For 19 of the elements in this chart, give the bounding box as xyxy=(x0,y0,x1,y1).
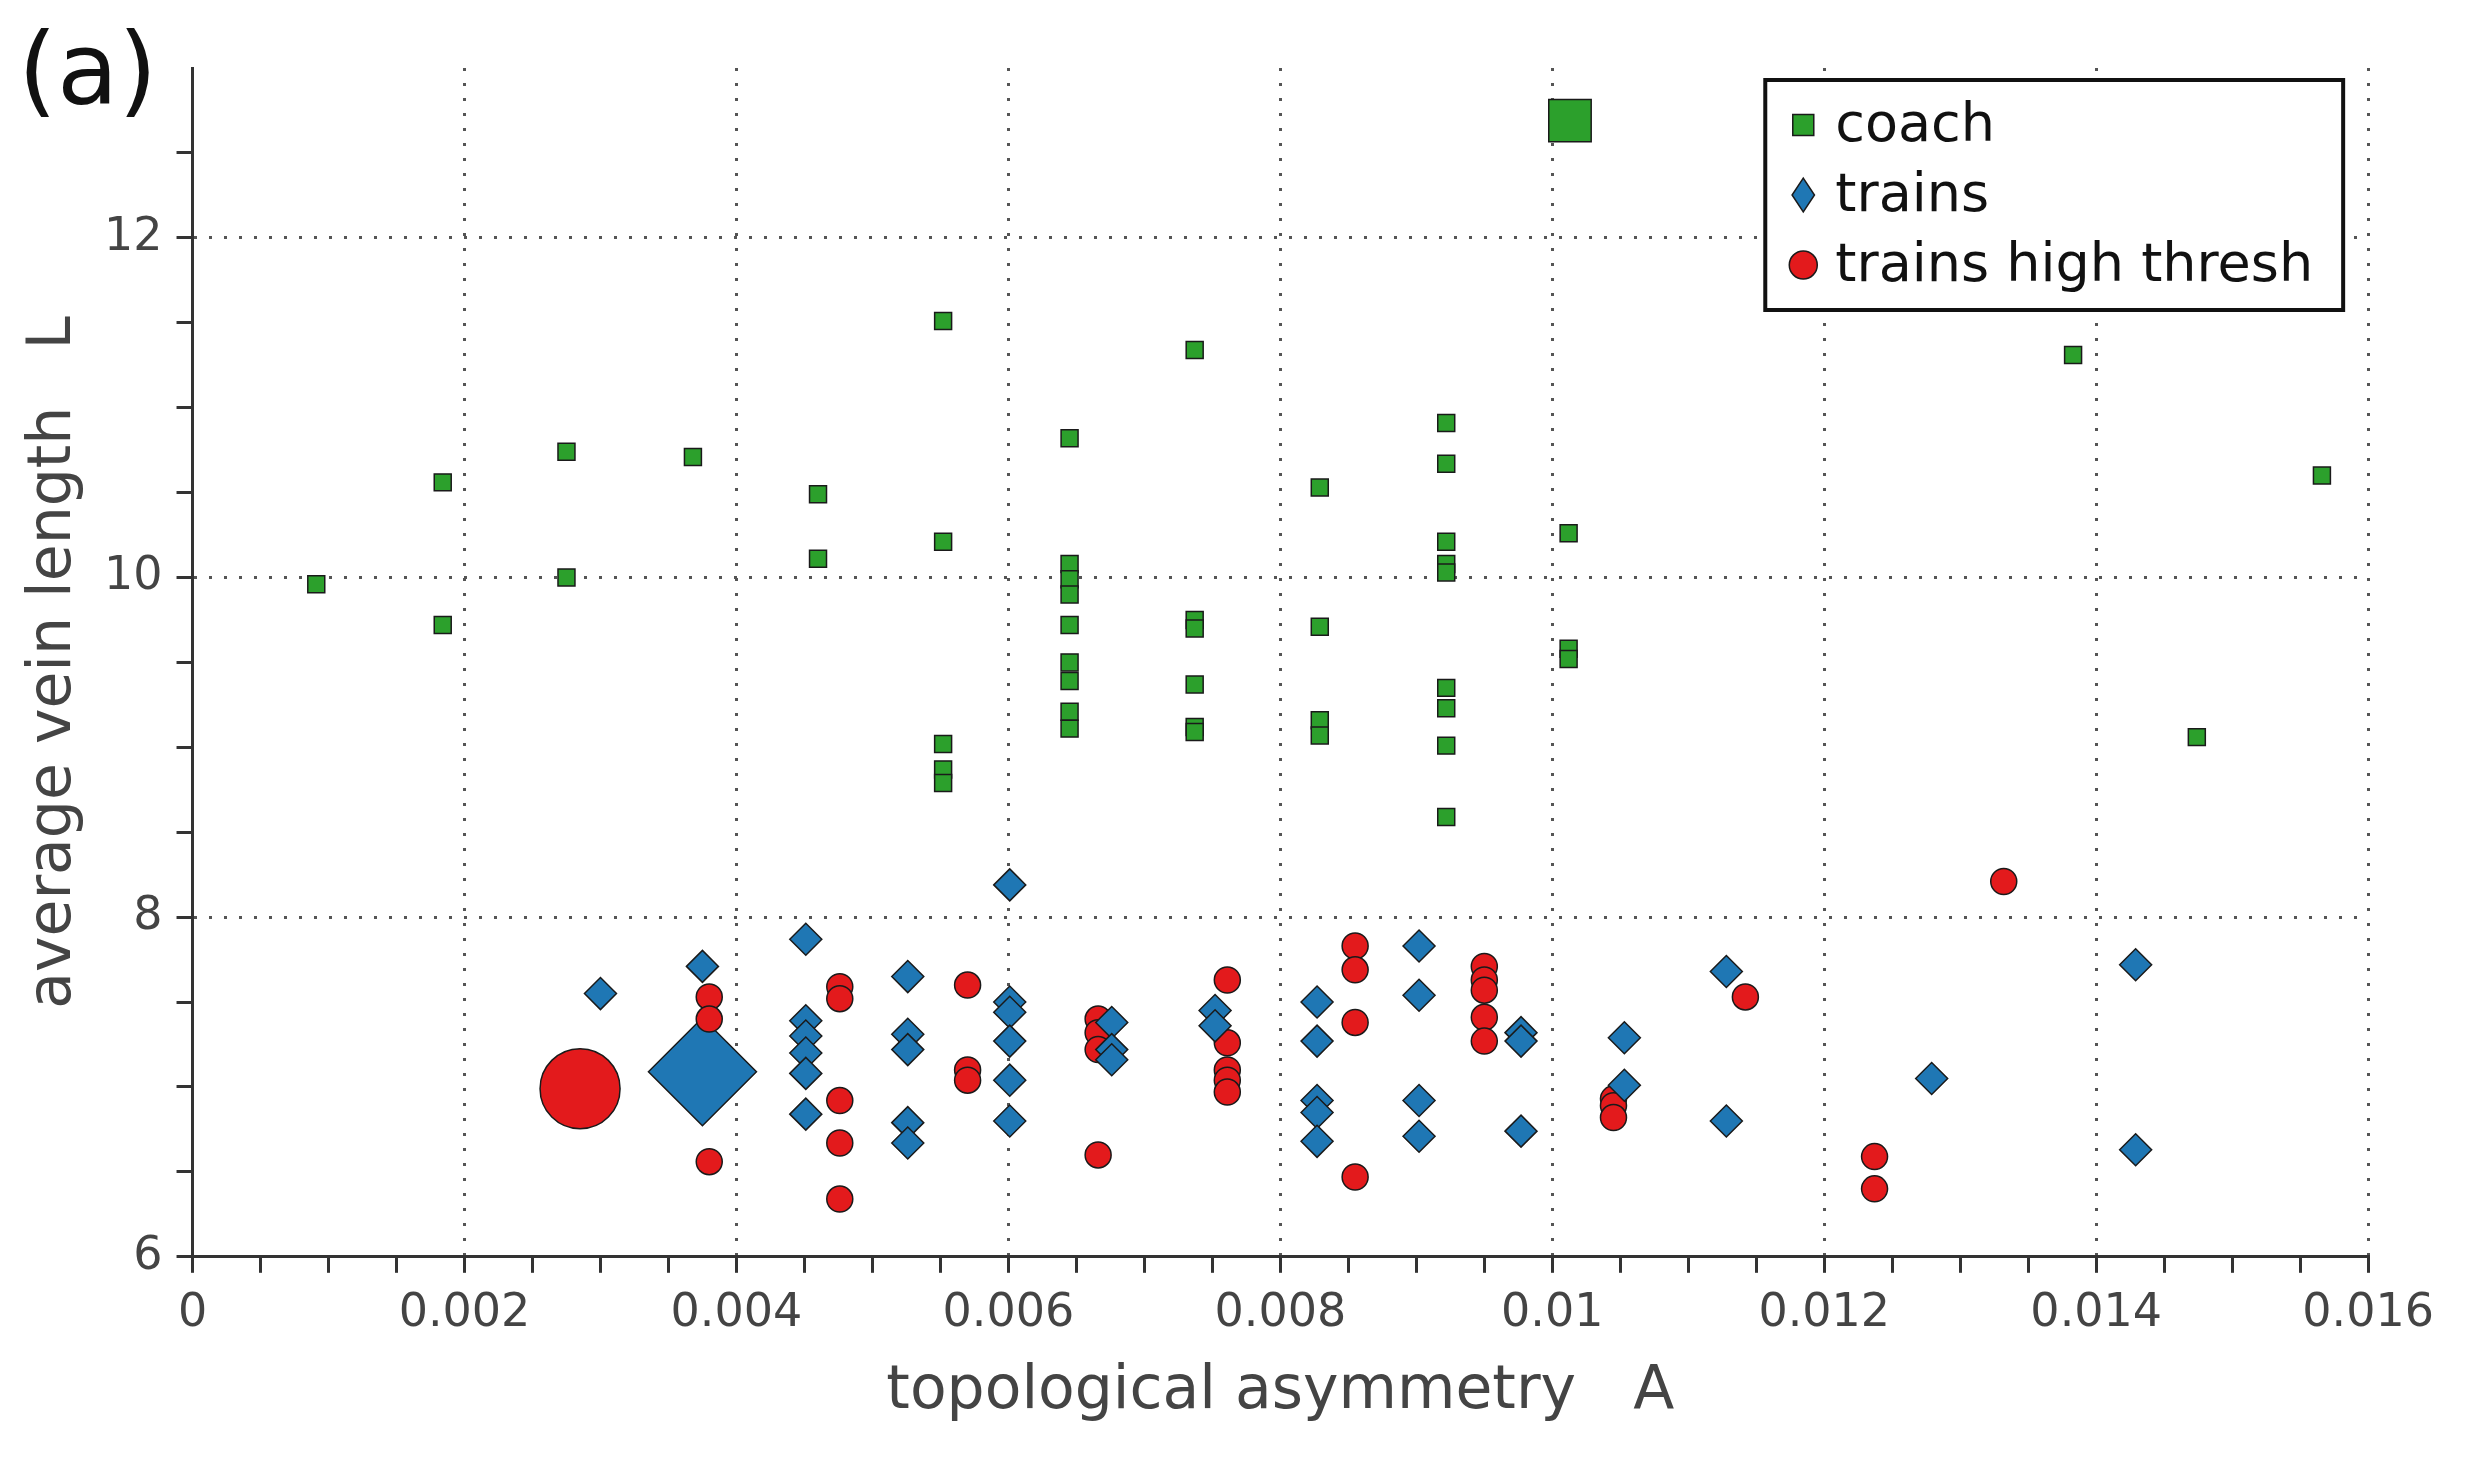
x-tick-label: 0 xyxy=(177,1283,208,1338)
x-axis-title: topological asymmetry A xyxy=(886,1351,1675,1422)
y-tick-label: 6 xyxy=(133,1225,163,1280)
y-tick-label: 12 xyxy=(103,206,163,261)
x-tick-label: 0.014 xyxy=(2030,1283,2163,1338)
legend-label: trains xyxy=(1835,161,1990,225)
x-tick-label: 0.01 xyxy=(1501,1283,1604,1338)
x-tick-label: 0.012 xyxy=(1758,1283,1891,1338)
legend-label: coach xyxy=(1835,91,1996,155)
x-tick-label: 0.006 xyxy=(942,1283,1075,1338)
y-tick-label: 8 xyxy=(133,886,163,941)
y-axis-title: average vein length L xyxy=(13,315,84,1009)
x-tick-label: 0.002 xyxy=(398,1283,531,1338)
text: (a) xyxy=(18,10,158,128)
x-tick-label: 0.016 xyxy=(2302,1283,2435,1338)
legend-label: trains high thresh xyxy=(1835,231,2314,295)
y-tick-label: 10 xyxy=(103,546,163,601)
x-tick-label: 0.004 xyxy=(670,1283,803,1338)
x-tick-label: 0.008 xyxy=(1214,1283,1347,1338)
